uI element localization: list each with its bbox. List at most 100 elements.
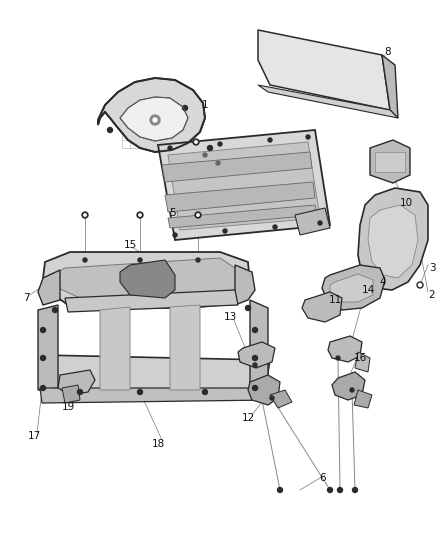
Circle shape xyxy=(82,212,88,218)
Circle shape xyxy=(202,390,208,394)
Circle shape xyxy=(84,214,86,216)
Circle shape xyxy=(318,221,322,225)
Text: 4: 4 xyxy=(380,277,386,287)
Polygon shape xyxy=(38,270,60,305)
Circle shape xyxy=(252,327,258,333)
Circle shape xyxy=(278,488,283,492)
Polygon shape xyxy=(165,182,315,212)
Circle shape xyxy=(218,142,222,146)
Circle shape xyxy=(338,488,343,492)
Circle shape xyxy=(253,363,257,367)
Circle shape xyxy=(139,214,141,216)
Text: 10: 10 xyxy=(399,198,413,208)
Circle shape xyxy=(196,258,200,262)
Polygon shape xyxy=(302,292,342,322)
Polygon shape xyxy=(328,336,362,362)
Polygon shape xyxy=(168,142,320,230)
Circle shape xyxy=(138,390,142,394)
Polygon shape xyxy=(62,385,80,403)
Circle shape xyxy=(270,396,274,400)
Polygon shape xyxy=(330,274,373,302)
Polygon shape xyxy=(258,85,398,118)
Circle shape xyxy=(328,488,332,492)
Polygon shape xyxy=(295,208,330,235)
Text: 17: 17 xyxy=(27,431,41,441)
Polygon shape xyxy=(58,370,95,395)
Polygon shape xyxy=(170,305,200,390)
Circle shape xyxy=(246,305,251,311)
Polygon shape xyxy=(355,352,370,372)
Circle shape xyxy=(168,146,172,150)
Polygon shape xyxy=(38,305,58,390)
Text: 3: 3 xyxy=(429,263,435,273)
Text: 14: 14 xyxy=(361,285,374,295)
Polygon shape xyxy=(235,265,255,305)
Text: 12: 12 xyxy=(241,413,254,423)
Circle shape xyxy=(268,138,272,142)
Polygon shape xyxy=(168,205,317,228)
Circle shape xyxy=(336,356,340,360)
Circle shape xyxy=(40,327,46,333)
Circle shape xyxy=(138,258,142,262)
Circle shape xyxy=(137,212,143,218)
Polygon shape xyxy=(382,55,398,118)
Circle shape xyxy=(273,225,277,229)
Circle shape xyxy=(173,233,177,237)
Text: 16: 16 xyxy=(353,353,367,363)
Text: 13: 13 xyxy=(223,312,237,322)
Circle shape xyxy=(306,135,310,139)
Circle shape xyxy=(417,282,423,288)
Polygon shape xyxy=(354,390,372,408)
Text: 15: 15 xyxy=(124,240,137,250)
Polygon shape xyxy=(100,307,130,390)
Polygon shape xyxy=(368,205,418,278)
Polygon shape xyxy=(270,390,292,408)
Circle shape xyxy=(150,115,160,125)
Circle shape xyxy=(183,106,187,110)
Polygon shape xyxy=(370,140,410,183)
Circle shape xyxy=(83,258,87,262)
Polygon shape xyxy=(58,258,238,300)
Polygon shape xyxy=(248,375,280,405)
Circle shape xyxy=(208,146,212,150)
Polygon shape xyxy=(65,290,238,312)
Text: 11: 11 xyxy=(328,295,342,305)
Polygon shape xyxy=(40,355,270,390)
Polygon shape xyxy=(158,130,330,240)
Polygon shape xyxy=(43,252,250,308)
Circle shape xyxy=(193,139,199,145)
Polygon shape xyxy=(98,78,205,152)
Circle shape xyxy=(350,388,354,392)
Text: 6: 6 xyxy=(320,473,326,483)
Text: 19: 19 xyxy=(61,402,74,412)
Text: 2: 2 xyxy=(429,290,435,300)
Polygon shape xyxy=(162,152,312,182)
Text: 1: 1 xyxy=(201,100,208,110)
Circle shape xyxy=(107,127,113,133)
Circle shape xyxy=(40,385,46,391)
Polygon shape xyxy=(120,260,175,298)
Circle shape xyxy=(195,141,197,143)
Polygon shape xyxy=(258,30,390,110)
Polygon shape xyxy=(120,97,188,141)
Polygon shape xyxy=(322,265,385,310)
Circle shape xyxy=(153,118,157,122)
Text: 7: 7 xyxy=(23,293,29,303)
Circle shape xyxy=(418,284,421,287)
Polygon shape xyxy=(238,342,275,368)
Polygon shape xyxy=(40,388,270,403)
Text: 8: 8 xyxy=(385,47,391,57)
Circle shape xyxy=(252,356,258,360)
Text: 18: 18 xyxy=(152,439,165,449)
Circle shape xyxy=(203,153,207,157)
Circle shape xyxy=(353,488,357,492)
Circle shape xyxy=(53,308,57,312)
Circle shape xyxy=(195,212,201,218)
Polygon shape xyxy=(358,188,428,290)
Text: 5: 5 xyxy=(169,208,175,218)
Circle shape xyxy=(223,229,227,233)
Circle shape xyxy=(197,214,199,216)
Circle shape xyxy=(216,161,220,165)
Polygon shape xyxy=(375,152,405,172)
Polygon shape xyxy=(250,300,268,388)
